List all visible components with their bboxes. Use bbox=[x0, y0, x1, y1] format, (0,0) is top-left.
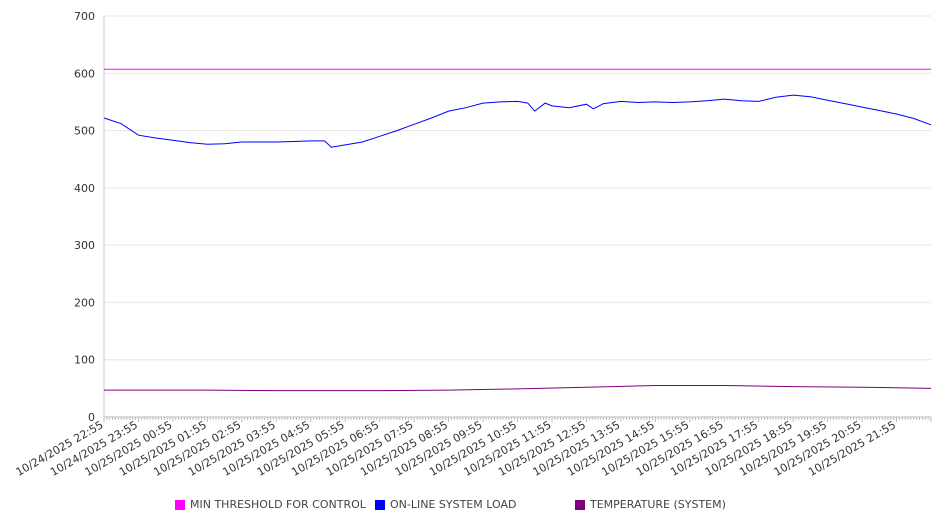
y-tick-label: 700 bbox=[74, 10, 95, 23]
legend-label: ON-LINE SYSTEM LOAD bbox=[390, 498, 517, 511]
y-tick-label: 300 bbox=[74, 239, 95, 252]
y-tick-label: 100 bbox=[74, 354, 95, 367]
legend-label: MIN THRESHOLD FOR CONTROL bbox=[190, 498, 366, 511]
legend-item-temperature[interactable]: TEMPERATURE (SYSTEM) bbox=[575, 498, 726, 511]
y-tick-label: 200 bbox=[74, 296, 95, 309]
y-tick-label: 400 bbox=[74, 182, 95, 195]
series-line-2 bbox=[104, 385, 932, 392]
legend-swatch bbox=[375, 499, 385, 510]
series-line-1 bbox=[103, 94, 932, 148]
y-tick-label: 600 bbox=[74, 67, 95, 80]
legend-swatch bbox=[575, 499, 585, 510]
legend-label: TEMPERATURE (SYSTEM) bbox=[590, 498, 726, 511]
y-tick-label: 0 bbox=[88, 411, 95, 424]
legend-item-threshold[interactable]: MIN THRESHOLD FOR CONTROL bbox=[175, 498, 366, 511]
legend-item-load[interactable]: ON-LINE SYSTEM LOAD bbox=[375, 498, 516, 511]
y-tick-label: 500 bbox=[74, 125, 95, 138]
legend-swatch bbox=[175, 499, 185, 510]
